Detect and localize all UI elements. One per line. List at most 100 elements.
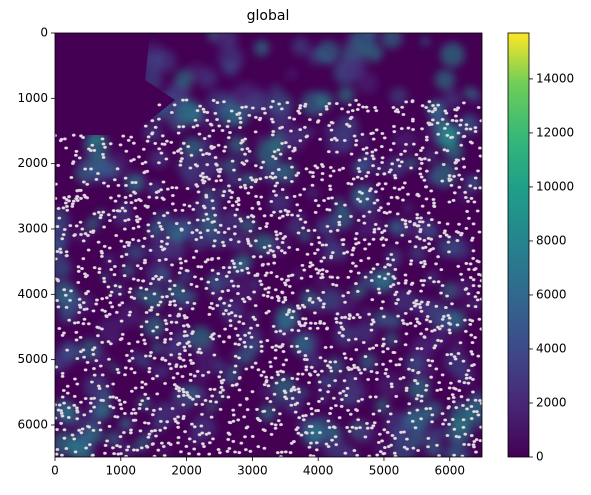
- cell: [462, 318, 467, 322]
- x-tick-label: 4000: [303, 464, 334, 478]
- cell: [140, 386, 145, 390]
- cell: [153, 429, 158, 433]
- cell: [202, 206, 207, 210]
- cell: [108, 196, 113, 200]
- cell: [329, 369, 334, 373]
- cell: [362, 238, 367, 242]
- cell: [240, 105, 245, 109]
- cell: [208, 305, 212, 309]
- cell: [207, 177, 212, 181]
- cell: [59, 453, 64, 457]
- cell: [219, 381, 224, 385]
- cell: [187, 437, 192, 441]
- cell: [355, 107, 360, 111]
- cell: [122, 274, 127, 278]
- cell: [168, 300, 173, 304]
- cell: [354, 426, 359, 430]
- cell: [166, 441, 171, 445]
- cell: [426, 211, 431, 215]
- cell: [272, 210, 276, 214]
- colorbar-tick-label: 8000: [536, 233, 567, 247]
- cell: [280, 141, 285, 145]
- cell: [108, 404, 113, 408]
- cell: [70, 433, 75, 437]
- cell: [318, 356, 323, 360]
- intensity-blob: [281, 129, 306, 154]
- cell: [83, 368, 88, 372]
- cell: [181, 358, 186, 362]
- cell: [222, 206, 227, 210]
- cell: [289, 129, 293, 133]
- cell: [211, 291, 215, 295]
- cell: [447, 386, 452, 390]
- cell: [247, 331, 252, 335]
- cell: [181, 414, 186, 419]
- cell: [357, 315, 362, 319]
- cell: [185, 390, 190, 395]
- cell: [381, 243, 386, 247]
- cell: [385, 404, 390, 408]
- cell: [145, 205, 150, 209]
- cell: [382, 445, 387, 450]
- cell: [239, 441, 244, 445]
- cell: [226, 431, 231, 435]
- cell: [329, 120, 334, 124]
- cell: [437, 454, 441, 457]
- cell: [99, 327, 104, 331]
- cell: [406, 192, 410, 196]
- cell: [419, 347, 424, 351]
- cell: [129, 411, 134, 415]
- y-tick-label: 4000: [17, 287, 48, 301]
- cell: [375, 172, 380, 176]
- cell: [382, 136, 387, 140]
- cell: [243, 186, 248, 190]
- cell: [253, 130, 258, 134]
- cell: [365, 421, 369, 425]
- intensity-blob: [55, 279, 76, 305]
- intensity-blob: [192, 387, 208, 403]
- cell: [201, 218, 206, 222]
- cell: [176, 425, 181, 429]
- cell: [86, 233, 90, 238]
- cell: [324, 243, 329, 247]
- cell: [432, 201, 436, 205]
- cell: [181, 125, 186, 129]
- cell: [243, 152, 247, 156]
- cell: [468, 140, 473, 144]
- cell: [240, 268, 244, 272]
- cell: [424, 138, 429, 142]
- cell: [191, 361, 196, 365]
- cell: [190, 307, 195, 311]
- cell: [392, 451, 397, 455]
- cell: [464, 261, 469, 266]
- cell: [230, 259, 235, 263]
- cell: [137, 407, 142, 411]
- cell: [144, 320, 149, 324]
- intensity-blob: [358, 135, 369, 146]
- cell: [265, 222, 269, 226]
- intensity-blob: [252, 233, 274, 255]
- cell: [386, 202, 391, 206]
- cell: [262, 446, 267, 450]
- cell: [224, 308, 228, 313]
- intensity-blob: [275, 305, 300, 330]
- cell: [354, 408, 358, 412]
- intensity-blob: [450, 337, 464, 351]
- cell: [460, 454, 465, 457]
- cell: [223, 145, 228, 149]
- cell: [400, 233, 405, 237]
- cell: [108, 301, 113, 305]
- intensity-blob: [359, 272, 375, 289]
- intensity-blob: [291, 333, 313, 356]
- cell: [470, 319, 475, 323]
- cell: [371, 424, 376, 428]
- cell: [341, 166, 346, 170]
- cell: [188, 395, 192, 399]
- cell: [101, 142, 106, 146]
- cell: [387, 170, 392, 174]
- cell: [304, 135, 309, 139]
- cell: [242, 300, 247, 304]
- cell: [118, 143, 123, 147]
- cell: [424, 407, 429, 411]
- cell: [123, 201, 128, 205]
